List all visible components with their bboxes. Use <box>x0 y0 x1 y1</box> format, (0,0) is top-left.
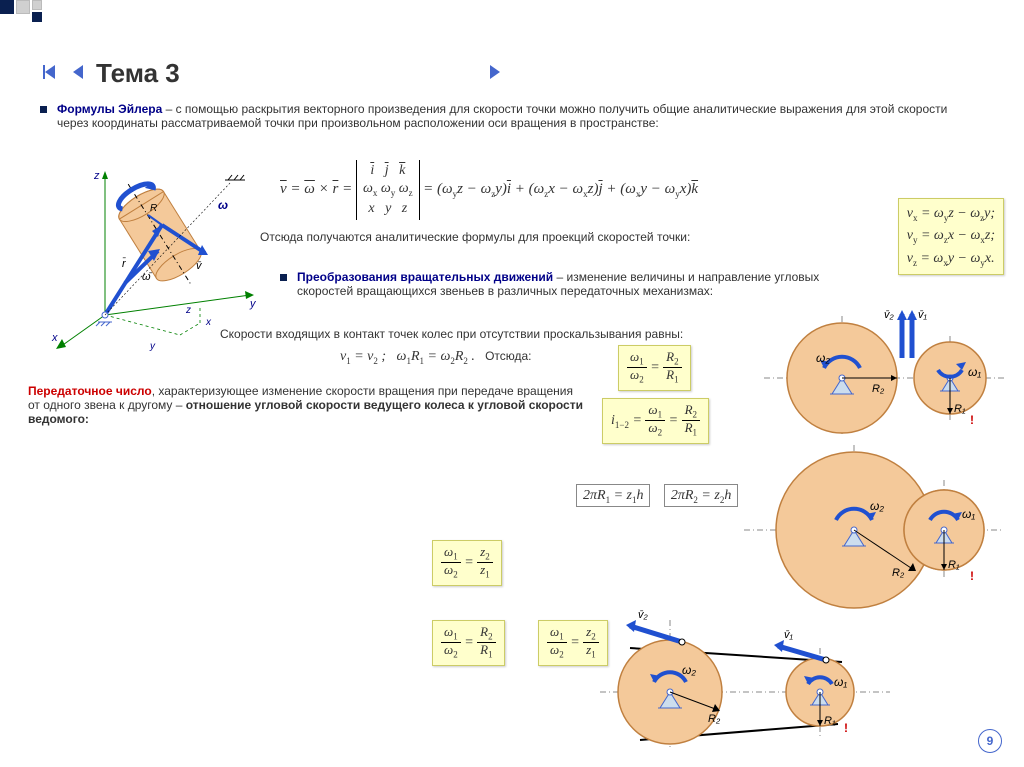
svg-text:y: y <box>249 298 257 310</box>
transform-term: Преобразования вращательных движений <box>297 270 553 284</box>
internal-gears-diagram: ω₂ ω₁ R₂ R₁ ! <box>744 440 1004 610</box>
svg-text:ω₂: ω₂ <box>816 351 830 365</box>
svg-text:ω: ω <box>218 198 228 212</box>
nav-first-icon[interactable] <box>40 62 60 82</box>
svg-text:ω₂: ω₂ <box>870 499 884 513</box>
svg-text:x: x <box>205 317 212 328</box>
svg-text:v̄₂: v̄₂ <box>638 609 649 621</box>
transfer-ratio-text: Передаточное число, характеризующее изме… <box>28 384 588 426</box>
svg-text:R₁: R₁ <box>824 715 836 727</box>
main-formula: v = ω × r = i j k ωx ωy ωz x y z = (ωyz … <box>280 160 900 220</box>
svg-text:R₂: R₂ <box>708 713 721 725</box>
svg-text:ω₁: ω₁ <box>962 507 975 521</box>
svg-text:!: ! <box>970 413 974 427</box>
bullet-icon <box>40 106 47 113</box>
circumference-boxes: 2πR1 = z1h 2πR2 = z2h <box>576 488 738 505</box>
svg-text:r̄: r̄ <box>122 257 127 270</box>
section-euler: Формулы Эйлера – с помощью раскрытия век… <box>40 102 980 130</box>
svg-text:R₂: R₂ <box>872 383 885 395</box>
contact-text: Скорости входящих в контакт точек колес … <box>220 327 780 341</box>
svg-text:z: z <box>185 305 191 316</box>
svg-text:y: y <box>149 341 156 352</box>
svg-text:!: ! <box>844 721 848 735</box>
projection-formulas: vx = ωyz − ωzy; vy = ωzx − ωxz; vz = ωxy… <box>898 198 1004 275</box>
projection-text: Отсюда получаются аналитические формулы … <box>260 230 800 244</box>
svg-text:v̄₁: v̄₁ <box>784 629 794 641</box>
svg-text:v̄₁: v̄₁ <box>918 309 928 321</box>
svg-text:ω₂: ω₂ <box>682 663 696 677</box>
euler-term: Формулы Эйлера <box>57 102 162 116</box>
nav-next-icon[interactable] <box>485 62 505 82</box>
decorative-squares <box>0 0 42 22</box>
ratio-formula-3: ω1ω2 = z2z1 <box>432 540 502 586</box>
page-number: 9 <box>978 729 1002 753</box>
ratio-formula-5: ω1ω2 = z2z1 <box>538 620 608 666</box>
section-transforms: Преобразования вращательных движений – и… <box>280 270 840 298</box>
svg-text:!: ! <box>970 569 974 583</box>
bullet-icon <box>280 274 287 281</box>
page-title: Тема 3 <box>96 58 180 89</box>
ratio-formula-4: ω1ω2 = R2R1 <box>432 620 505 666</box>
ratio-formula-2: i1−2 = ω1ω2 = R2R1 <box>602 398 709 444</box>
svg-text:R₂: R₂ <box>892 567 905 579</box>
svg-text:ω̄: ω̄ <box>142 271 153 283</box>
svg-text:x: x <box>51 332 58 344</box>
svg-text:R₁: R₁ <box>954 403 966 415</box>
belt-pulley-diagram: ω₂ ω₁ v̄₂ v̄₁ R₂ R₁ ! <box>600 600 890 750</box>
svg-text:v̄: v̄ <box>196 260 203 272</box>
svg-text:R: R <box>150 203 157 214</box>
velocity-equation: v1 = v2 ; ω1R1 = ω2R2 . Отсюда: <box>340 349 532 366</box>
nav-prev-icon[interactable] <box>68 62 88 82</box>
svg-text:v̄₂: v̄₂ <box>884 309 895 321</box>
svg-text:ω₁: ω₁ <box>834 675 847 689</box>
ratio-formula-1: ω1ω2 = R2R1 <box>618 345 691 391</box>
euler-text: – с помощью раскрытия векторного произве… <box>57 102 947 130</box>
external-gears-diagram: ω₂ ω₁ R₂ R₁ v̄₂ v̄₁ ! <box>764 306 1004 436</box>
svg-text:R₁: R₁ <box>948 559 960 571</box>
svg-text:z: z <box>93 170 100 182</box>
svg-text:ω₁: ω₁ <box>968 365 981 379</box>
